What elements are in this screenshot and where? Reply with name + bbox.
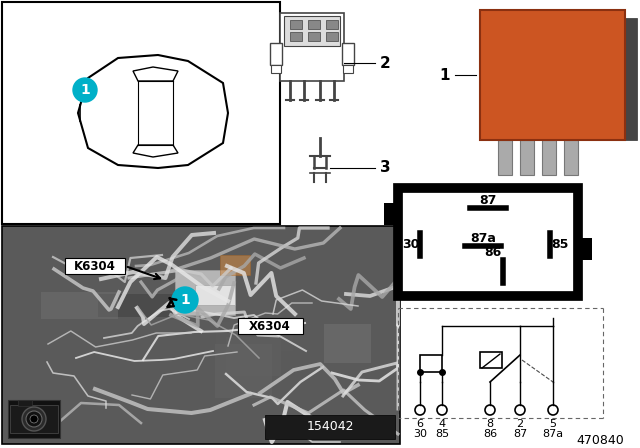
Bar [2,2,280,224]
Bar [98,294,177,317]
Circle shape [30,415,38,423]
Bar [498,140,512,175]
Bar [226,337,281,376]
Bar [308,32,320,41]
Text: 87: 87 [513,429,527,439]
Text: 2: 2 [380,56,391,70]
Text: 1: 1 [440,68,450,82]
Text: X6304: X6304 [249,319,291,332]
Circle shape [22,407,46,431]
Bar [420,355,442,372]
Bar [220,255,250,275]
Text: 87a: 87a [470,232,496,245]
Bar [215,344,272,398]
Bar [326,20,338,29]
Text: 1: 1 [80,83,90,97]
Text: K6304: K6304 [74,259,116,272]
Text: 470840: 470840 [576,434,624,447]
Circle shape [172,287,198,313]
Bar [384,203,400,225]
Bar [271,65,281,73]
Text: 30: 30 [403,237,420,250]
Bar [308,20,320,29]
Text: 3: 3 [380,160,390,176]
Bar [576,238,592,260]
Text: 85: 85 [435,429,449,439]
Circle shape [73,78,97,102]
Bar [326,32,338,41]
Text: 86: 86 [483,429,497,439]
Text: 154042: 154042 [307,421,354,434]
Bar [480,352,502,368]
Bar [238,318,303,334]
Bar [2,226,400,444]
Bar [343,65,353,73]
Bar [10,405,58,433]
Circle shape [26,411,42,427]
Bar [290,32,302,41]
Bar [41,292,118,319]
Bar [480,10,625,140]
Bar [520,140,534,175]
Bar [324,324,371,363]
Bar [398,188,578,296]
Text: 1: 1 [180,293,190,307]
Bar [265,415,395,439]
Text: 85: 85 [551,237,569,250]
Text: 2: 2 [516,419,524,429]
Bar [216,322,293,351]
Bar [284,16,340,46]
Text: 4: 4 [438,419,445,429]
Bar [175,270,235,315]
Text: 8: 8 [486,419,493,429]
Bar [280,13,344,81]
Bar [195,285,235,305]
Bar [18,400,32,406]
Bar [564,140,578,175]
Bar [270,43,282,65]
Text: 87: 87 [479,194,497,207]
Text: 86: 86 [484,246,502,259]
Bar [625,18,637,140]
Text: 87a: 87a [543,429,564,439]
Bar [290,20,302,29]
Bar [342,43,354,65]
Text: 6: 6 [417,419,424,429]
Text: 5: 5 [550,419,557,429]
Bar [65,258,125,274]
Bar [542,140,556,175]
Text: 30: 30 [413,429,427,439]
Bar [8,400,60,438]
